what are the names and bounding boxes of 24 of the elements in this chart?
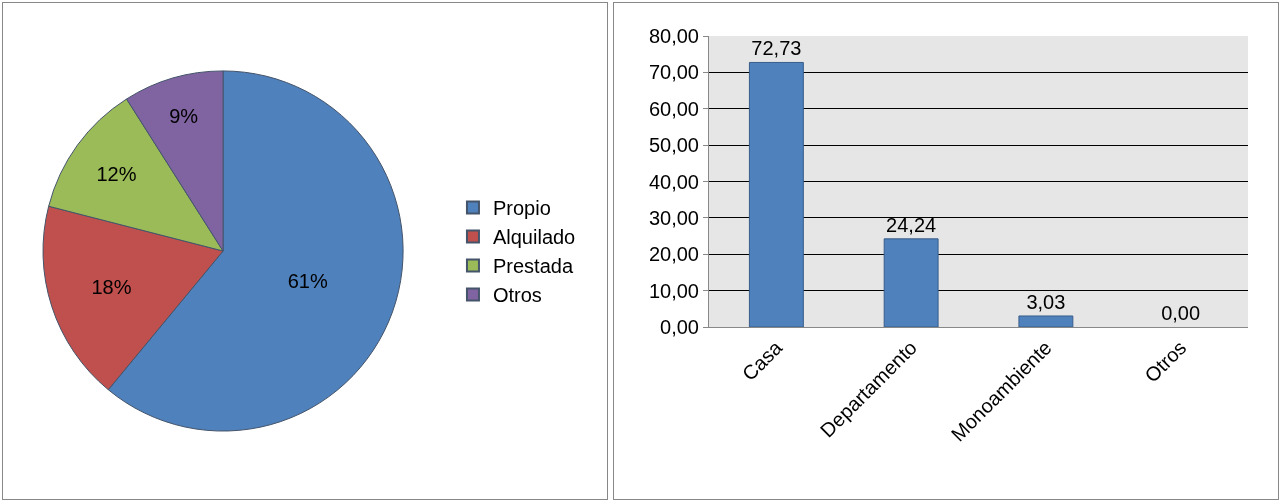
y-tick-label: 20,00 (648, 243, 699, 266)
bar (883, 238, 939, 327)
y-tick-label: 50,00 (648, 134, 699, 157)
data-label: 9% (169, 104, 199, 127)
y-tick-label: 10,00 (648, 279, 699, 302)
y-tick-label: 40,00 (648, 170, 699, 193)
data-label: 61% (287, 270, 328, 293)
data-label: 3,03 (1026, 290, 1066, 313)
y-tick-label: 60,00 (648, 97, 699, 120)
bar (748, 61, 804, 327)
y-tick-label: 0,00 (660, 316, 699, 338)
data-label: 0,00 (1161, 302, 1201, 324)
data-label: 12% (96, 162, 137, 185)
legend-label: Alquilado (492, 226, 576, 249)
legend-label: Prestada (492, 255, 574, 278)
legend-label: Propio (492, 197, 551, 220)
bar (1018, 315, 1074, 327)
legend-label: Otros (492, 284, 542, 307)
data-label: 72,73 (751, 37, 802, 60)
y-tick-label: 70,00 (648, 61, 699, 84)
data-label: 24,24 (886, 213, 937, 236)
y-tick-label: 80,00 (648, 25, 699, 47)
y-tick-label: 30,00 (648, 206, 699, 229)
data-label: 18% (91, 276, 132, 299)
